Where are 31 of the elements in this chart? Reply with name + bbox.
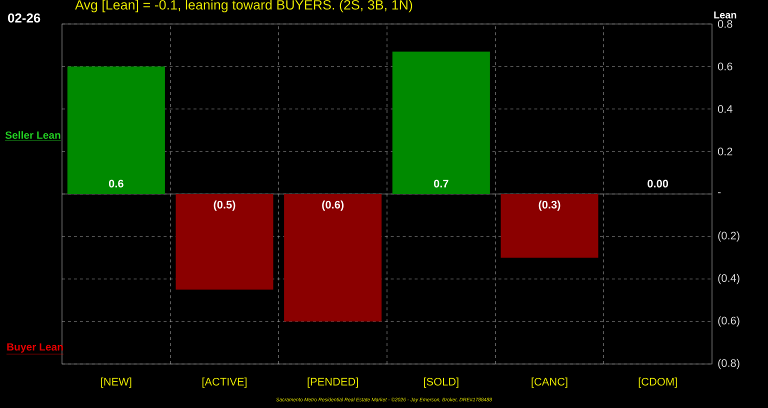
y-tick-label: (0.8) — [718, 358, 740, 370]
bar — [500, 194, 598, 258]
y-tick-label: (0.4) — [718, 274, 740, 284]
data-label: (0.3) — [538, 200, 560, 211]
data-label: 0.6 — [108, 180, 124, 188]
annotation: Buyer Lean — [7, 343, 63, 353]
y-tick-label: 0.8 — [718, 20, 732, 28]
y-axis-title: Lean — [714, 12, 736, 18]
chart-title: Avg [Lean] = -0.1, leaning toward BUYERS. (2S, 3B, 1N) — [75, 0, 412, 12]
x-tick-label: [ACTIVE] — [202, 378, 247, 388]
data-label: 0.00 — [648, 180, 668, 188]
x-tick-label: [CDOM] — [638, 378, 677, 388]
bar — [284, 194, 382, 322]
y-tick-label: (0.6) — [718, 316, 740, 327]
text: 02-26 — [8, 13, 40, 23]
bar — [392, 52, 490, 194]
data-label: 0.7 — [434, 180, 448, 188]
x-tick-label: [PENDED] — [308, 378, 358, 388]
x-tick-label: [NEW] — [101, 378, 132, 388]
bar — [176, 194, 274, 290]
x-tick-label: [CANC] — [532, 378, 568, 388]
text: Seller Lean — [5, 131, 60, 139]
y-tick-label: 0.4 — [718, 105, 732, 113]
y-tick-label: (0.2) — [718, 231, 740, 242]
y-tick-label: 0.6 — [718, 62, 732, 70]
y-tick-label: 0.2 — [718, 148, 732, 156]
x-tick-label: [SOLD] — [424, 378, 458, 388]
y-tick-label: - — [718, 192, 721, 194]
data-label: (0.5) — [214, 200, 236, 211]
data-label: (0.6) — [322, 200, 344, 211]
bar — [67, 66, 165, 194]
